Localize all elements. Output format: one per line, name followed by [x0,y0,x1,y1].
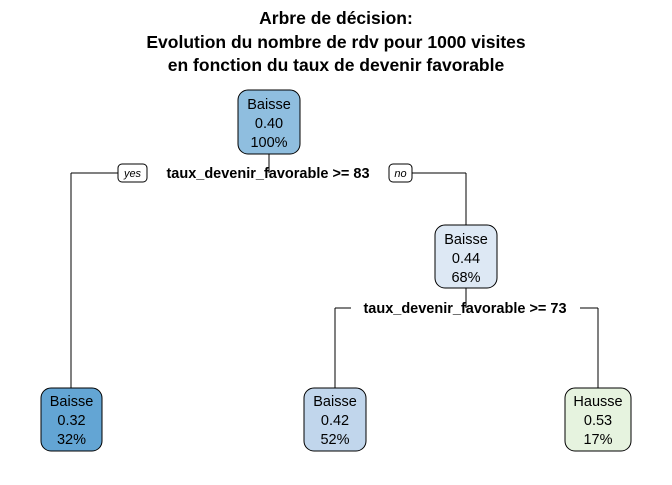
leaf-2: Baisse 0.42 52% [303,387,367,452]
split-2-rule: taux_devenir_favorable >= 73 [363,301,566,317]
leaf-2-box [303,387,367,452]
title-line-1: Arbre de décision: [259,8,413,28]
leaf-1-label: Baisse [50,394,94,410]
node-right-value: 0.44 [452,251,480,267]
tree-edges [70,154,599,388]
leaf-1-box [40,387,103,452]
split-1-yes-box [117,163,148,183]
leaf-2-percent: 52% [320,432,349,448]
node-root-box [237,89,301,155]
leaf-1-value: 0.32 [57,413,85,429]
split-1-yes-label: yes [123,168,142,180]
node-root-label: Baisse [247,97,291,113]
split-1: yes taux_devenir_favorable >= 83 no [117,163,413,183]
split-1-rule: taux_devenir_favorable >= 83 [166,166,369,182]
node-right: Baisse 0.44 68% [434,224,498,289]
leaf-1-percent: 32% [57,432,86,448]
split-1-no-box [388,163,413,183]
leaf-3-value: 0.53 [584,413,612,429]
split-2: taux_devenir_favorable >= 73 [363,301,566,317]
node-right-label: Baisse [444,232,488,248]
title-line-2: Evolution du nombre de rdv pour 1000 vis… [146,32,526,52]
leaf-3-label: Hausse [573,394,622,410]
node-root-percent: 100% [250,135,287,151]
leaf-3: Hausse 0.53 17% [564,387,632,452]
leaf-2-value: 0.42 [321,413,349,429]
title-line-3: en fonction du taux de devenir favorable [168,55,505,75]
leaf-2-label: Baisse [313,394,357,410]
leaf-3-box [564,387,632,452]
node-right-box [434,224,498,289]
leaf-1: Baisse 0.32 32% [40,387,103,452]
split-1-no-label: no [394,168,406,180]
node-root: Baisse 0.40 100% [237,89,301,155]
node-right-percent: 68% [451,270,480,286]
leaf-3-percent: 17% [583,432,612,448]
node-root-value: 0.40 [255,116,283,132]
